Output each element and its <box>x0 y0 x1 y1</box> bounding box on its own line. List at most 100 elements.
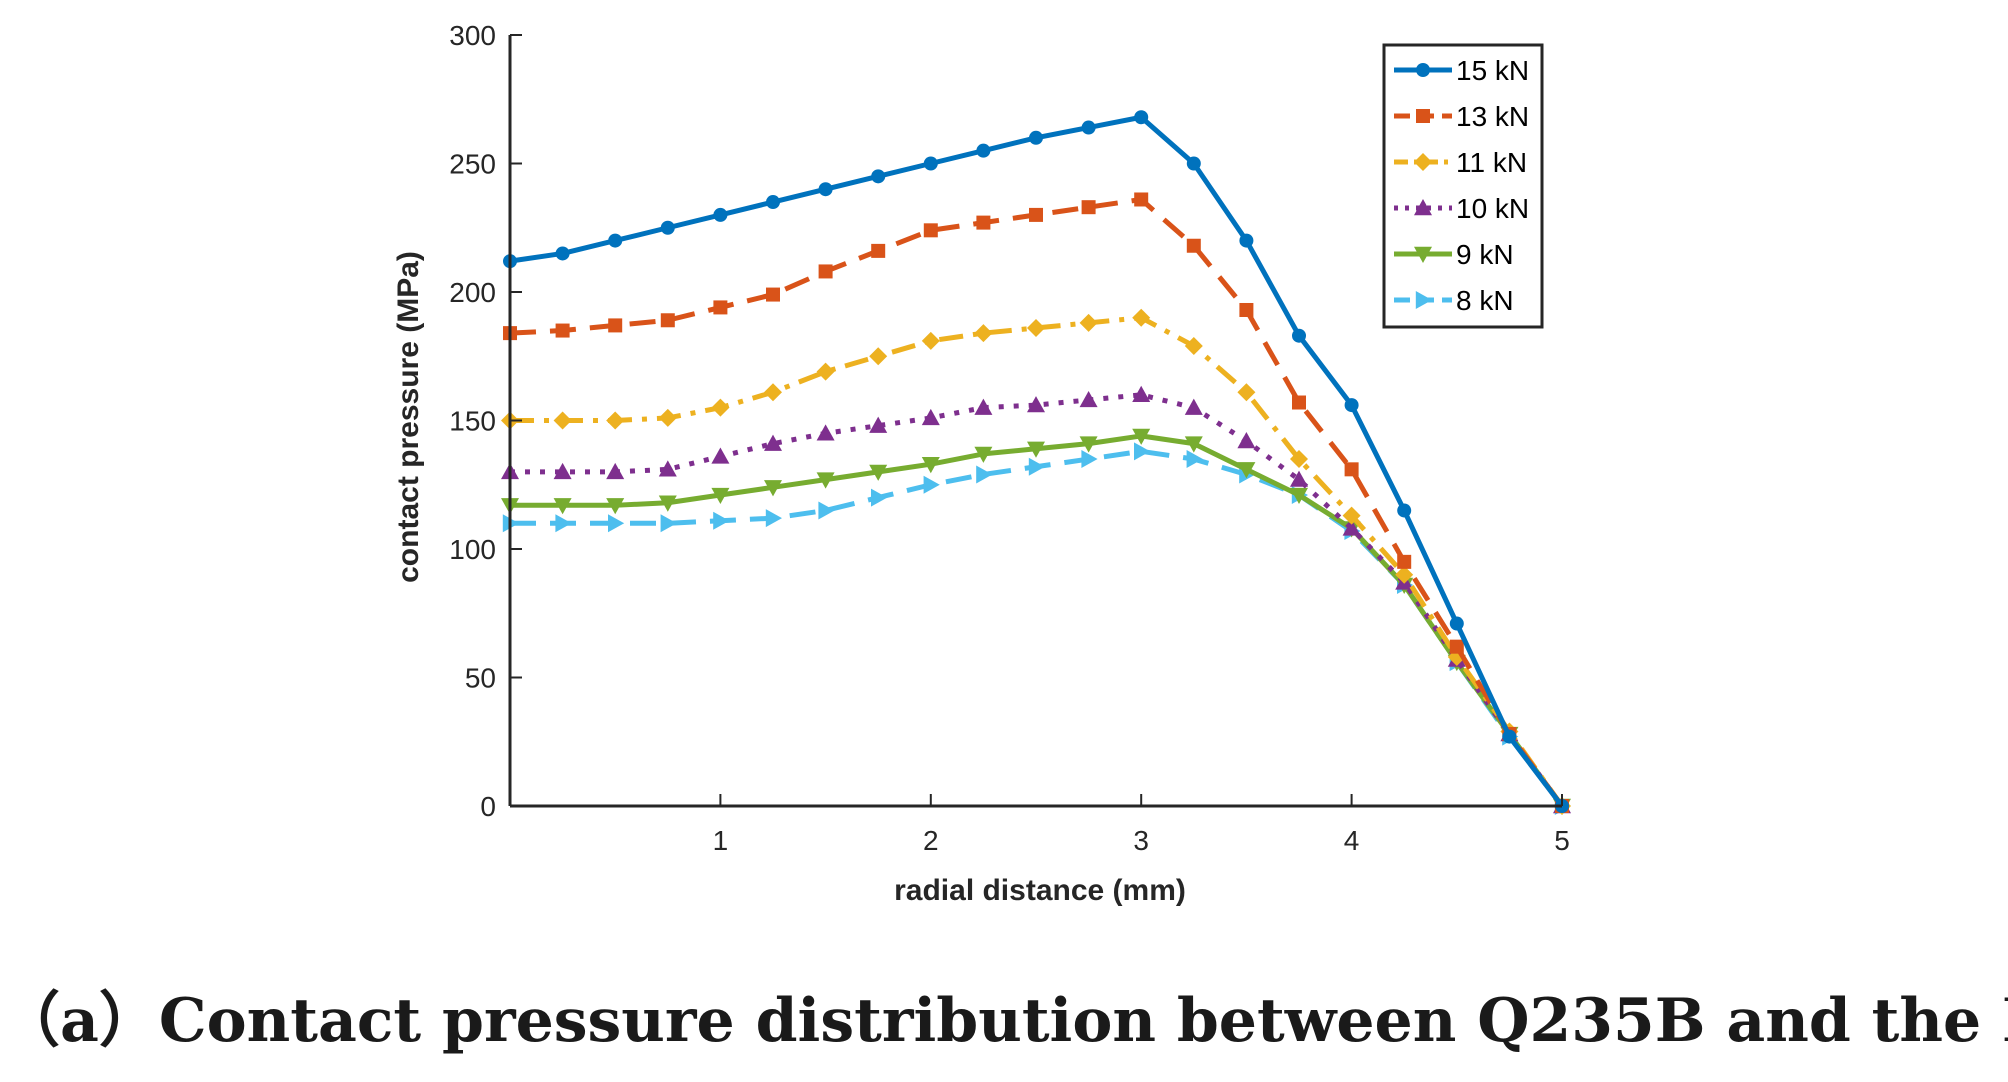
data-point <box>555 514 572 533</box>
data-point <box>818 501 835 520</box>
data-point <box>764 383 782 402</box>
y-tick-label: 0 <box>480 791 496 822</box>
data-point <box>765 509 782 528</box>
data-point <box>974 446 993 463</box>
legend-marker <box>1414 246 1432 263</box>
data-point <box>555 246 570 261</box>
data-point <box>660 220 675 235</box>
data-point <box>1081 450 1098 469</box>
data-point <box>764 434 782 451</box>
legend-entry: 10 kN <box>1456 193 1529 224</box>
data-point <box>1186 450 1203 469</box>
data-point <box>1449 639 1464 654</box>
data-point <box>1292 328 1306 343</box>
data-point <box>1239 302 1254 317</box>
data-point <box>871 243 886 258</box>
data-point <box>713 511 730 530</box>
data-point <box>608 233 623 248</box>
x-tick-label: 2 <box>923 825 939 856</box>
data-point <box>1132 308 1151 327</box>
data-point <box>1184 436 1203 453</box>
data-point <box>608 318 623 333</box>
data-point <box>553 411 572 430</box>
data-point <box>1134 110 1149 125</box>
data-point <box>921 456 940 474</box>
data-point <box>976 465 993 484</box>
data-point <box>1237 383 1256 402</box>
figure-caption: （a）Contact pressure distribution between… <box>0 986 2008 1056</box>
y-tick-label: 100 <box>449 534 496 565</box>
data-point <box>816 362 835 381</box>
data-point <box>974 324 993 343</box>
x-tick-label: 1 <box>713 825 729 856</box>
y-tick-label: 250 <box>449 149 496 180</box>
data-point <box>713 207 728 222</box>
data-point <box>1237 432 1256 449</box>
data-point <box>1186 156 1201 171</box>
data-point <box>658 408 677 427</box>
data-point <box>1079 436 1098 453</box>
data-point <box>869 464 888 481</box>
legend-marker <box>1415 291 1432 309</box>
data-point <box>1029 207 1043 222</box>
data-point <box>1290 470 1308 487</box>
data-point <box>1184 398 1203 415</box>
data-point <box>713 300 728 315</box>
series-line <box>510 315 1565 808</box>
data-point <box>816 424 835 441</box>
data-point <box>1027 318 1045 337</box>
legend: 15 kN 13 kN 11 kN 10 kN 9 kN 8 kN <box>1382 43 1544 329</box>
data-point <box>658 495 677 512</box>
y-tick-label: 300 <box>449 20 496 51</box>
data-point <box>660 514 677 533</box>
data-point <box>923 156 938 171</box>
legend-marker <box>1414 153 1432 171</box>
data-point <box>1081 120 1096 135</box>
data-point <box>1344 462 1359 477</box>
data-point <box>974 398 993 415</box>
y-tick-label: 50 <box>465 663 496 694</box>
data-point <box>1397 503 1412 518</box>
data-point <box>766 287 780 302</box>
data-point <box>871 169 886 184</box>
data-point <box>711 447 730 464</box>
legend-entry: 8 kN <box>1456 285 1514 316</box>
y-axis-label: contact pressure (MPa) <box>392 251 425 583</box>
data-point <box>1449 616 1464 631</box>
data-point <box>553 462 572 480</box>
data-point <box>1292 395 1306 410</box>
data-point <box>1132 428 1151 445</box>
legend-entry: 13 kN <box>1456 101 1529 132</box>
data-point <box>869 416 888 433</box>
data-point <box>816 472 835 489</box>
data-point <box>606 498 625 515</box>
data-point <box>921 408 940 426</box>
data-point <box>871 488 888 507</box>
data-point <box>1134 192 1149 207</box>
data-point <box>711 398 730 417</box>
y-tick-label: 200 <box>449 277 496 308</box>
data-point <box>818 264 833 279</box>
data-point <box>1132 385 1151 402</box>
data-point <box>1344 398 1359 413</box>
data-point <box>923 475 940 494</box>
data-point <box>1397 554 1412 569</box>
data-point <box>921 331 940 350</box>
data-point <box>869 347 888 366</box>
data-point <box>1184 336 1203 355</box>
x-tick-label: 5 <box>1554 825 1570 856</box>
x-tick-label: 4 <box>1344 825 1360 856</box>
legend-marker <box>1414 199 1432 216</box>
data-point <box>1502 729 1517 744</box>
data-point <box>606 411 625 430</box>
data-point <box>1290 450 1308 469</box>
x-axis-label: radial distance (mm) <box>894 874 1186 907</box>
y-tick-label: 150 <box>449 406 496 437</box>
data-point <box>976 215 991 230</box>
data-point <box>764 480 782 497</box>
data-point <box>553 498 572 515</box>
data-point <box>608 514 625 533</box>
line-chart: 0 50 100 150 200 250 300 1 2 3 4 5 radial distance … <box>392 20 1571 907</box>
data-point <box>1081 200 1096 215</box>
legend-entry: 11 kN <box>1456 147 1527 178</box>
